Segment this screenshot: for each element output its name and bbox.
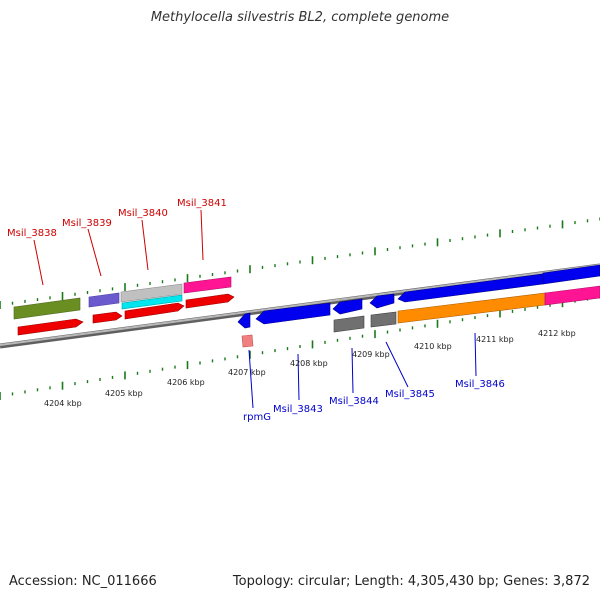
gene-block-silver[interactable] bbox=[120, 283, 183, 303]
label-msil3845[interactable]: Msil_3845 bbox=[385, 389, 435, 400]
gene-block-magenta-lower[interactable] bbox=[544, 285, 600, 306]
genome-backbone-highlight bbox=[0, 264, 600, 346]
label-msil3844[interactable]: Msil_3844 bbox=[329, 396, 379, 407]
gene-block-grey-3844[interactable] bbox=[333, 315, 365, 333]
gene-arrow-msil3843[interactable] bbox=[255, 302, 331, 325]
genome-title: Methylocella silvestris BL2, complete ge… bbox=[150, 10, 450, 25]
leader-msil3845 bbox=[385, 341, 409, 388]
gene-block-olive[interactable] bbox=[13, 297, 81, 320]
leader-msil3841 bbox=[200, 209, 204, 261]
leader-msil3840 bbox=[141, 219, 149, 271]
gene-arrow-msil3840[interactable] bbox=[124, 302, 185, 320]
gene-block-grey-3845[interactable] bbox=[370, 311, 397, 328]
leader-rpmG bbox=[248, 349, 254, 409]
kbp-label-4205: 4205 kbp bbox=[105, 389, 143, 398]
gene-arrow-msil3838[interactable] bbox=[17, 318, 84, 336]
kbp-label-4204: 4204 kbp bbox=[44, 399, 82, 408]
kbp-label-4210: 4210 kbp bbox=[414, 342, 452, 351]
gene-block-magenta[interactable] bbox=[183, 276, 232, 294]
upper-tick-track bbox=[0, 217, 600, 309]
label-rpmG[interactable]: rpmG bbox=[243, 412, 271, 423]
leader-msil3844 bbox=[351, 347, 354, 394]
leader-msil3846 bbox=[474, 332, 477, 377]
kbp-label-4211: 4211 kbp bbox=[476, 335, 514, 344]
label-msil3841[interactable]: Msil_3841 bbox=[177, 198, 227, 209]
leader-msil3843 bbox=[297, 353, 300, 401]
gene-block-pink[interactable] bbox=[241, 334, 254, 348]
gene-arrow-rpmG[interactable] bbox=[237, 312, 251, 329]
topology-label: Topology: circular; Length: 4,305,430 bp… bbox=[232, 574, 590, 589]
label-msil3846[interactable]: Msil_3846 bbox=[455, 379, 505, 390]
kbp-label-4208: 4208 kbp bbox=[290, 359, 328, 368]
gene-arrow-msil3839[interactable] bbox=[92, 311, 123, 324]
kbp-label-4209: 4209 kbp bbox=[352, 350, 390, 359]
kbp-label-4207: 4207 kbp bbox=[228, 368, 266, 377]
gene-arrow-msil3841[interactable] bbox=[185, 293, 235, 309]
gene-arrow-msil3844-upper[interactable] bbox=[332, 298, 363, 315]
label-msil3839[interactable]: Msil_3839 bbox=[62, 218, 112, 229]
kbp-label-4212: 4212 kbp bbox=[538, 329, 576, 338]
label-msil3840[interactable]: Msil_3840 bbox=[118, 208, 168, 219]
label-msil3843[interactable]: Msil_3843 bbox=[273, 404, 323, 415]
gene-block-slate[interactable] bbox=[88, 292, 120, 308]
kbp-label-4206: 4206 kbp bbox=[167, 378, 205, 387]
leader-msil3838 bbox=[33, 239, 44, 286]
accession-label: Accession: NC_011666 bbox=[9, 574, 157, 589]
leader-msil3839 bbox=[87, 228, 102, 277]
gene-arrow-small-upper[interactable] bbox=[369, 293, 395, 309]
gene-arrow-msil3845-upper[interactable] bbox=[397, 273, 544, 303]
gene-block-cyan[interactable] bbox=[121, 294, 183, 310]
label-msil3838[interactable]: Msil_3838 bbox=[7, 228, 57, 239]
